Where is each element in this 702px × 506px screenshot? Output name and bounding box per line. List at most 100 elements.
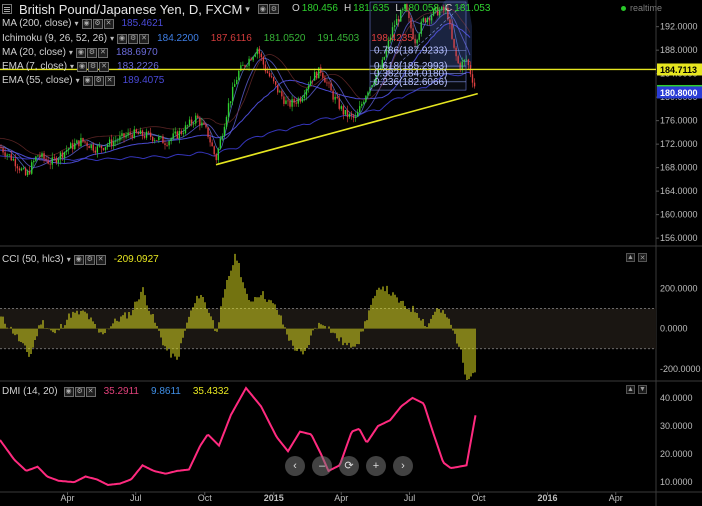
candle-body xyxy=(318,67,320,79)
indicator-name[interactable]: MA (20, close) xyxy=(2,47,66,58)
reset-icon[interactable]: ⟳ xyxy=(339,456,359,476)
candle xyxy=(213,145,215,157)
candle-body xyxy=(465,59,468,61)
pane-up-icon-dmi[interactable]: ▲ xyxy=(626,385,635,394)
candle xyxy=(303,90,306,102)
indicator-name[interactable]: EMA (55, close) xyxy=(2,75,73,86)
indicator-legend[interactable]: Ichimoku (9, 26, 52, 26) ▾ ◉ ⚙ ✕ 184.2200 187.… xyxy=(2,32,425,45)
eye-icon[interactable]: ◉ xyxy=(75,47,86,58)
zoom-out-icon[interactable]: – xyxy=(312,456,332,476)
candle xyxy=(330,79,332,91)
settings-icon[interactable]: ⚙ xyxy=(74,386,85,397)
zoom-in-icon[interactable]: + xyxy=(366,456,386,476)
eye-icon[interactable]: ◉ xyxy=(117,33,128,44)
eye-icon[interactable]: ◉ xyxy=(73,254,84,265)
candle-body xyxy=(203,122,205,125)
candle xyxy=(184,121,187,135)
dmi-legend[interactable]: DMI (14, 20) ◉ ⚙ ✕ 35.2911 9.8611 35.4332 xyxy=(2,385,241,398)
eye-icon[interactable]: ◉ xyxy=(257,4,268,14)
symbol-title[interactable]: British Pound/Japanese Yen, D, FXCM xyxy=(19,1,243,17)
eye-icon[interactable]: ◉ xyxy=(63,386,74,397)
menu-icon[interactable] xyxy=(2,4,12,14)
indicator-name[interactable]: DMI (14, 20) xyxy=(2,386,58,397)
candle-body xyxy=(332,90,334,100)
pane-down-icon-dmi[interactable]: ▼ xyxy=(638,385,647,394)
indicator-caret-icon[interactable]: ▾ xyxy=(68,48,73,57)
indicator-legend[interactable]: MA (200, close) ▾ ◉ ⚙ ✕ 185.4621 xyxy=(2,17,175,30)
settings-icon[interactable]: ⚙ xyxy=(93,75,104,86)
close-icon[interactable]: ✕ xyxy=(95,254,106,265)
indicator-caret-icon[interactable]: ▾ xyxy=(66,255,71,264)
candle-body xyxy=(113,141,115,147)
candle-body xyxy=(262,57,265,65)
symbol-caret-icon[interactable]: ▾ xyxy=(245,3,250,14)
settings-icon[interactable]: ⚙ xyxy=(268,4,279,14)
pane-up-icon[interactable]: ▲ xyxy=(626,253,635,262)
candle-body xyxy=(441,6,443,11)
candle-body xyxy=(246,65,248,67)
ohlc-readout: O 180.456 H 181.635 L 180.058 C 181.053 xyxy=(292,3,496,14)
ascending-trendline xyxy=(215,92,478,166)
candle-body xyxy=(443,6,445,11)
candle-body xyxy=(406,4,408,12)
scroll-right-icon[interactable]: › xyxy=(393,456,413,476)
close-icon[interactable]: ✕ xyxy=(103,18,114,29)
candle xyxy=(301,95,304,103)
indicator-name[interactable]: EMA (7, close) xyxy=(2,61,68,72)
close-icon[interactable]: ✕ xyxy=(99,61,110,72)
eye-icon[interactable]: ◉ xyxy=(77,61,88,72)
candle-body xyxy=(102,148,105,150)
candle-body xyxy=(10,154,12,161)
candle xyxy=(152,136,154,144)
candle-body xyxy=(227,103,230,118)
candle xyxy=(94,146,96,156)
indicator-name[interactable]: MA (200, close) xyxy=(2,18,72,29)
scroll-left-icon[interactable]: ‹ xyxy=(285,456,305,476)
settings-icon[interactable]: ⚙ xyxy=(88,61,99,72)
close-icon[interactable]: ✕ xyxy=(104,75,115,86)
close-icon[interactable]: ✕ xyxy=(85,386,96,397)
indicator-caret-icon[interactable]: ▾ xyxy=(110,34,115,43)
candle-body xyxy=(275,81,277,85)
candle xyxy=(149,127,152,140)
candle-body xyxy=(383,56,386,60)
candle xyxy=(461,57,463,73)
indicator-value: 35.4332 xyxy=(192,386,229,397)
ohlc-value: 181.635 xyxy=(353,3,390,14)
indicator-caret-icon[interactable]: ▾ xyxy=(75,76,80,85)
eye-icon[interactable]: ◉ xyxy=(82,75,93,86)
candle xyxy=(272,76,275,84)
candle xyxy=(108,136,111,148)
candle-body xyxy=(14,159,17,167)
candle-body xyxy=(361,103,363,107)
close-icon[interactable]: ✕ xyxy=(97,47,108,58)
close-icon[interactable]: ✕ xyxy=(139,33,150,44)
candle xyxy=(402,7,404,14)
candle-body xyxy=(156,140,158,141)
candle xyxy=(439,6,441,18)
settings-icon[interactable]: ⚙ xyxy=(84,254,95,265)
candle xyxy=(186,124,189,130)
cci-legend[interactable]: CCI (50, hlc3) ▾ ◉ ⚙ ✕ -209.0927 xyxy=(2,253,171,266)
indicator-legend[interactable]: EMA (55, close) ▾ ◉ ⚙ ✕ 189.4075 xyxy=(2,74,176,87)
indicator-legend[interactable]: MA (20, close) ▾ ◉ ⚙ ✕ 188.6970 xyxy=(2,46,170,59)
indicator-name[interactable]: CCI (50, hlc3) xyxy=(2,254,64,265)
indicator-legend[interactable]: EMA (7, close) ▾ ◉ ⚙ ✕ 183.2226 xyxy=(2,60,171,73)
settings-icon[interactable]: ⚙ xyxy=(128,33,139,44)
indicator-caret-icon[interactable]: ▾ xyxy=(74,19,79,28)
settings-icon[interactable]: ⚙ xyxy=(86,47,97,58)
candle-body xyxy=(201,122,203,126)
indicator-name[interactable]: Ichimoku (9, 26, 52, 26) xyxy=(2,33,108,44)
candle-body xyxy=(377,68,379,75)
candle-body xyxy=(236,79,238,85)
indicator-caret-icon[interactable]: ▾ xyxy=(70,62,75,71)
candle-body xyxy=(193,123,195,125)
candle-body xyxy=(207,127,209,137)
pane-close-icon[interactable]: ✕ xyxy=(638,253,647,262)
price-marker-label: 180.8000 xyxy=(660,88,698,98)
eye-icon[interactable]: ◉ xyxy=(81,18,92,29)
candle xyxy=(104,146,107,154)
candle-body xyxy=(316,72,318,79)
settings-icon[interactable]: ⚙ xyxy=(92,18,103,29)
